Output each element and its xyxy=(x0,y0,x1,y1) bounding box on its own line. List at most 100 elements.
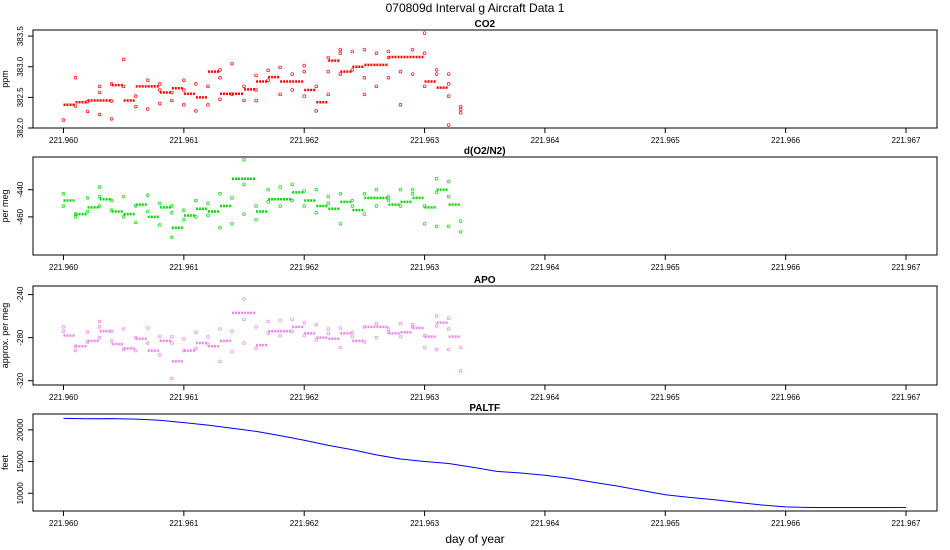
data-point xyxy=(278,92,282,97)
x-tick-label: 221.967 xyxy=(892,263,921,272)
x-axis-label: day of year xyxy=(445,532,504,546)
data-point xyxy=(85,340,90,344)
data-point xyxy=(97,335,102,340)
data-point xyxy=(218,76,222,80)
data-point xyxy=(206,84,210,89)
data-point xyxy=(314,84,319,89)
data-point xyxy=(194,82,198,86)
data-point xyxy=(230,221,234,226)
data-point xyxy=(314,322,319,327)
panel-paltf: PALTF 221.960 221.961 221.962 221.963 221.964… xyxy=(0,403,938,528)
data-point xyxy=(410,192,415,196)
data-point xyxy=(61,329,66,333)
data-point xyxy=(146,78,150,82)
data-point xyxy=(302,189,306,193)
data-point xyxy=(242,341,246,345)
y-tick-label: 383.5 xyxy=(16,26,25,47)
data-point xyxy=(362,340,367,344)
data-point xyxy=(266,200,270,204)
data-point xyxy=(410,47,415,52)
data-point xyxy=(446,123,451,127)
data-point xyxy=(121,57,126,62)
y-tick-label: -240 xyxy=(16,286,25,303)
data-point xyxy=(61,204,66,208)
data-point xyxy=(97,185,102,189)
data-point xyxy=(434,190,439,195)
x-tick-label: 221.965 xyxy=(651,263,680,272)
x-tick-label: 221.963 xyxy=(410,393,439,402)
data-point xyxy=(386,49,391,54)
x-tick-label: 221.964 xyxy=(530,393,559,402)
x-tick-label: 221.961 xyxy=(169,136,198,145)
data-point xyxy=(194,109,198,113)
data-point xyxy=(109,82,114,86)
data-point xyxy=(386,76,391,80)
data-point xyxy=(182,208,186,212)
data-point xyxy=(278,318,282,323)
data-point xyxy=(254,204,258,208)
data-point xyxy=(121,327,126,331)
data-point xyxy=(158,82,162,86)
data-point xyxy=(170,98,174,103)
data-point xyxy=(146,209,150,214)
data-point xyxy=(182,348,186,353)
data-point xyxy=(146,341,150,345)
data-point xyxy=(398,334,403,339)
data-point xyxy=(434,177,439,181)
data-point xyxy=(194,330,198,335)
data-point xyxy=(362,47,367,52)
y-tick-label: -440 xyxy=(16,181,25,198)
data-point xyxy=(230,329,234,333)
data-point xyxy=(170,204,174,208)
data-point xyxy=(254,98,258,103)
panel-apo: APO 221.960 221.961 221.962 221.963 221.964 22… xyxy=(0,275,938,402)
data-point xyxy=(398,69,403,74)
data-point xyxy=(218,226,222,230)
data-point xyxy=(266,187,270,192)
data-point xyxy=(146,193,150,197)
data-point xyxy=(434,224,439,229)
data-point xyxy=(206,213,210,218)
y-tick-label: 382.0 xyxy=(16,117,25,138)
data-point xyxy=(73,344,78,349)
panel-title: APO xyxy=(474,275,496,286)
data-point xyxy=(109,339,114,343)
data-point xyxy=(146,107,150,111)
data-point xyxy=(362,76,367,80)
data-point xyxy=(218,68,222,72)
data-point xyxy=(326,69,331,74)
data-point xyxy=(242,297,246,301)
x-tick-label: 221.963 xyxy=(410,136,439,145)
data-point xyxy=(230,349,234,354)
data-point xyxy=(338,345,343,350)
data-point xyxy=(386,198,391,203)
data-point xyxy=(434,68,439,72)
x-tick-label: 221.962 xyxy=(290,263,319,272)
data-point xyxy=(398,102,403,107)
series-line xyxy=(63,417,906,508)
data-point xyxy=(362,192,367,196)
data-point xyxy=(61,118,66,122)
plot-frame xyxy=(32,156,938,256)
data-point xyxy=(133,204,138,208)
data-point xyxy=(446,82,451,86)
data-point xyxy=(133,220,138,225)
panel-title: PALTF xyxy=(469,403,500,414)
x-tick-label: 221.967 xyxy=(892,393,921,402)
data-point xyxy=(182,336,186,341)
data-point xyxy=(194,215,198,219)
data-point xyxy=(338,72,343,76)
data-point xyxy=(133,94,138,98)
data-point xyxy=(218,192,222,196)
data-point xyxy=(206,102,210,107)
data-point xyxy=(121,347,126,352)
data-point xyxy=(290,317,294,322)
y-tick-label: 10000 xyxy=(16,482,25,505)
data-point xyxy=(73,348,78,353)
data-point xyxy=(398,187,403,192)
y-tick-label: 382.5 xyxy=(16,87,25,108)
plot-frame xyxy=(32,413,938,512)
data-point xyxy=(362,325,367,329)
data-point xyxy=(374,187,379,192)
data-point xyxy=(290,72,294,76)
